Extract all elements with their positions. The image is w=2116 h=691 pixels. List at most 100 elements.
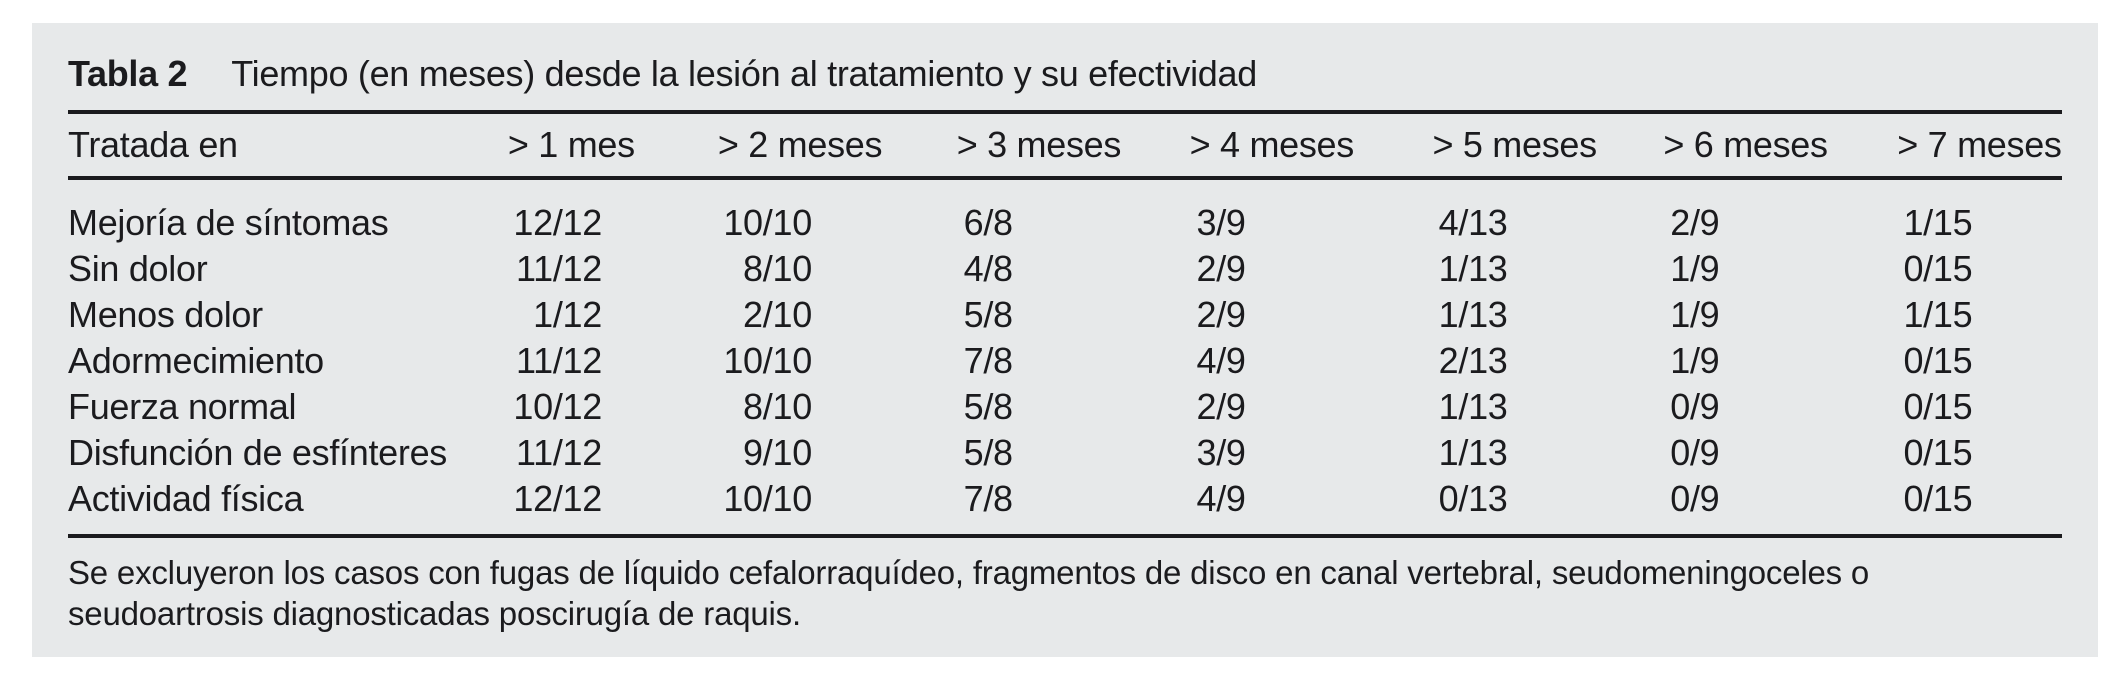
cell-value: 1/9 bbox=[1670, 248, 1720, 289]
column-header-5-meses: > 5 meses bbox=[1432, 124, 1597, 165]
cell-value: 2/10 bbox=[743, 294, 812, 335]
table-cell: 1/13 bbox=[1432, 246, 1663, 292]
table-cell: 3/9 bbox=[1190, 178, 1433, 246]
cell-value: 3/9 bbox=[1196, 432, 1246, 473]
cell-value: 1/15 bbox=[1903, 294, 1973, 335]
cell-value: 4/13 bbox=[1438, 202, 1508, 243]
table-cell: 1/12 bbox=[508, 292, 718, 338]
table-cell: 0/15 bbox=[1897, 430, 2062, 476]
table-row: Disfunción de esfínteres 11/12 9/10 5/8 3/9 1… bbox=[68, 430, 2062, 476]
cell-value: 0/9 bbox=[1670, 478, 1720, 519]
table-cell: 5/8 bbox=[957, 430, 1190, 476]
table-cell: 0/9 bbox=[1663, 476, 1897, 536]
footnote-line-2: seudoartrosis diagnosticadas poscirugía … bbox=[68, 595, 801, 632]
table-cell: 4/9 bbox=[1190, 338, 1433, 384]
table-caption-title: Tiempo (en meses) desde la lesión al tra… bbox=[231, 53, 1257, 94]
table-row: Sin dolor 11/12 8/10 4/8 2/9 1/13 1/9 0/15 bbox=[68, 246, 2062, 292]
data-table: Tratada en > 1 mes > 2 meses > 3 meses >… bbox=[68, 110, 2062, 538]
row-label: Sin dolor bbox=[68, 248, 208, 289]
cell-value: 12/12 bbox=[513, 202, 602, 243]
cell-value: 0/15 bbox=[1903, 340, 1973, 381]
table-cell: 7/8 bbox=[957, 338, 1190, 384]
table-cell: 7/8 bbox=[957, 476, 1190, 536]
cell-value: 0/15 bbox=[1903, 386, 1973, 427]
table-cell: 2/13 bbox=[1432, 338, 1663, 384]
cell-value: 5/8 bbox=[963, 294, 1013, 335]
row-label: Adormecimiento bbox=[68, 340, 324, 381]
cell-value: 12/12 bbox=[513, 478, 602, 519]
cell-value: 2/9 bbox=[1196, 248, 1246, 289]
table-cell: 6/8 bbox=[957, 178, 1190, 246]
table-cell: 0/15 bbox=[1897, 246, 2062, 292]
table-cell: 2/9 bbox=[1190, 292, 1433, 338]
cell-value: 1/9 bbox=[1670, 340, 1720, 381]
table-cell: 1/13 bbox=[1432, 430, 1663, 476]
table-cell: 0/15 bbox=[1897, 384, 2062, 430]
table-header-row: Tratada en > 1 mes > 2 meses > 3 meses >… bbox=[68, 112, 2062, 178]
cell-value: 0/9 bbox=[1670, 386, 1720, 427]
column-header-6-meses: > 6 meses bbox=[1663, 124, 1828, 165]
cell-value: 11/12 bbox=[516, 340, 602, 381]
cell-value: 1/15 bbox=[1903, 202, 1973, 243]
table-footnote: Se excluyeron los casos con fugas de líq… bbox=[68, 538, 2062, 634]
table-cell: 2/9 bbox=[1190, 384, 1433, 430]
cell-value: 0/13 bbox=[1438, 478, 1508, 519]
cell-value: 3/9 bbox=[1196, 202, 1246, 243]
table-cell: 1/15 bbox=[1897, 292, 2062, 338]
cell-value: 10/10 bbox=[723, 478, 812, 519]
column-header-3-meses: > 3 meses bbox=[956, 124, 1122, 165]
cell-value: 2/9 bbox=[1196, 386, 1246, 427]
table-caption-label: Tabla 2 bbox=[68, 53, 188, 94]
table-cell: 4/9 bbox=[1190, 476, 1433, 536]
cell-value: 4/8 bbox=[963, 248, 1013, 289]
table-cell: 5/8 bbox=[957, 384, 1190, 430]
table-cell: 4/13 bbox=[1432, 178, 1663, 246]
cell-value: 7/8 bbox=[963, 478, 1013, 519]
cell-value: 5/8 bbox=[963, 386, 1013, 427]
table-cell: 1/9 bbox=[1663, 292, 1897, 338]
table-row: Mejoría de síntomas 12/12 10/10 6/8 3/9 4/13 2… bbox=[68, 178, 2062, 246]
table-cell: 8/10 bbox=[718, 246, 957, 292]
column-header-2-meses: > 2 meses bbox=[717, 124, 883, 165]
cell-value: 4/9 bbox=[1196, 340, 1246, 381]
table-cell: 12/12 bbox=[508, 178, 718, 246]
cell-value: 1/13 bbox=[1438, 386, 1508, 427]
row-label: Actividad física bbox=[68, 478, 304, 519]
table-cell: 1/13 bbox=[1432, 384, 1663, 430]
cell-value: 1/13 bbox=[1438, 294, 1508, 335]
table-cell: 9/10 bbox=[718, 430, 957, 476]
table-cell: 0/9 bbox=[1663, 384, 1897, 430]
cell-value: 1/12 bbox=[533, 294, 602, 335]
cell-value: 0/15 bbox=[1903, 432, 1973, 473]
column-header-1-mes: > 1 mes bbox=[507, 124, 635, 165]
cell-value: 11/12 bbox=[516, 432, 602, 473]
table-row: Fuerza normal 10/12 8/10 5/8 2/9 1/13 0/9 0/15 bbox=[68, 384, 2062, 430]
table-caption: Tabla 2 Tiempo (en meses) desde la lesión… bbox=[68, 23, 2062, 110]
cell-value: 1/13 bbox=[1438, 248, 1508, 289]
cell-value: 10/10 bbox=[723, 340, 812, 381]
cell-value: 8/10 bbox=[743, 386, 812, 427]
row-label: Mejoría de síntomas bbox=[68, 202, 389, 243]
cell-value: 1/9 bbox=[1670, 294, 1720, 335]
cell-value: 0/15 bbox=[1903, 248, 1973, 289]
cell-value: 9/10 bbox=[743, 432, 812, 473]
table-cell: 2/9 bbox=[1190, 246, 1433, 292]
table-cell: 8/10 bbox=[718, 384, 957, 430]
cell-value: 2/9 bbox=[1670, 202, 1720, 243]
table-panel: Tabla 2 Tiempo (en meses) desde la lesión… bbox=[32, 23, 2098, 657]
table-cell: 1/15 bbox=[1897, 178, 2062, 246]
cell-value: 11/12 bbox=[516, 248, 602, 289]
table-cell: 1/9 bbox=[1663, 338, 1897, 384]
row-label: Menos dolor bbox=[68, 294, 263, 335]
table-cell: 1/9 bbox=[1663, 246, 1897, 292]
cell-value: 1/13 bbox=[1438, 432, 1508, 473]
cell-value: 5/8 bbox=[963, 432, 1013, 473]
table-cell: 10/10 bbox=[718, 476, 957, 536]
row-label: Disfunción de esfínteres bbox=[68, 432, 448, 473]
column-header-7-meses: > 7 meses bbox=[1897, 124, 2062, 165]
cell-value: 6/8 bbox=[963, 202, 1013, 243]
cell-value: 0/9 bbox=[1670, 432, 1720, 473]
column-header-4-meses: > 4 meses bbox=[1189, 124, 1355, 165]
table-cell: 0/9 bbox=[1663, 430, 1897, 476]
table-cell: 1/13 bbox=[1432, 292, 1663, 338]
